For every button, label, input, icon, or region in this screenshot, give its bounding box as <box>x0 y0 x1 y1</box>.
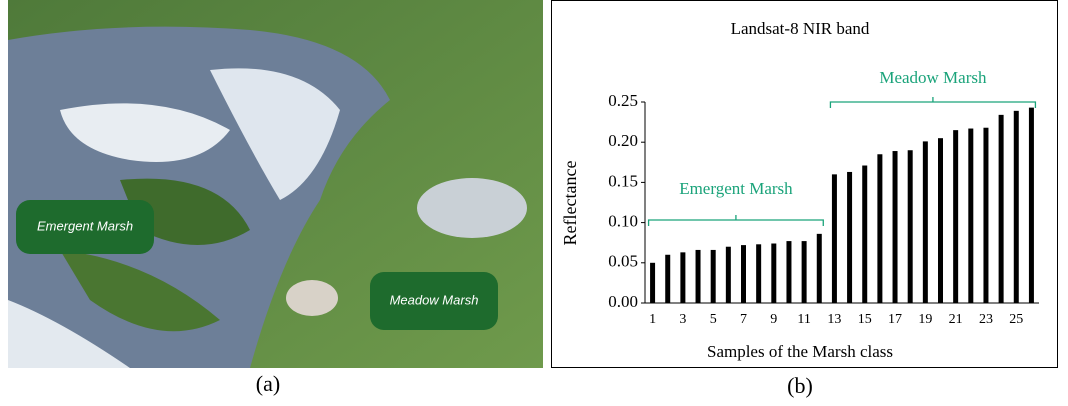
pond <box>286 280 338 316</box>
bar <box>938 138 943 303</box>
x-tick-label: 5 <box>710 312 717 327</box>
x-tick-label: 19 <box>918 312 932 327</box>
bar <box>710 249 716 303</box>
x-axis-label: Samples of the Marsh class <box>707 342 893 361</box>
glare <box>8 300 130 368</box>
bar <box>756 244 762 303</box>
y-tick-label: 0.10 <box>608 212 638 231</box>
x-tick-label: 15 <box>858 312 872 327</box>
bar <box>847 171 853 303</box>
annotation-bracket <box>647 215 824 226</box>
bar <box>998 114 1004 303</box>
x-tick-label: 1 <box>649 312 656 327</box>
y-tick-label: 0.00 <box>608 292 638 311</box>
bar <box>665 254 671 303</box>
annotation-bracket <box>829 97 1037 108</box>
photo-label: Meadow Marsh <box>390 292 479 307</box>
annotation: Meadow Marsh <box>879 68 987 87</box>
photo-label: Emergent Marsh <box>37 218 133 233</box>
caption: (b) <box>787 373 813 398</box>
bar <box>695 249 701 303</box>
y-tick-label: 0.15 <box>608 171 638 190</box>
bar <box>801 241 807 303</box>
bar <box>680 252 686 303</box>
bar <box>953 130 959 303</box>
bar <box>725 246 731 303</box>
chart-frame <box>551 0 1058 368</box>
x-tick-label: 21 <box>949 312 963 327</box>
x-tick-label: 11 <box>797 312 810 327</box>
caption: (a) <box>256 371 280 396</box>
y-tick-label: 0.05 <box>608 252 638 271</box>
bar <box>922 141 928 303</box>
bar <box>816 233 822 303</box>
bar <box>741 245 746 303</box>
x-tick-label: 13 <box>827 312 841 327</box>
bar <box>892 151 898 303</box>
y-tick-label: 0.25 <box>608 91 638 110</box>
bar <box>862 165 868 303</box>
x-tick-label: 3 <box>679 312 686 327</box>
glare <box>210 68 340 200</box>
bar <box>877 154 883 303</box>
y-axis-label: Reflectance <box>560 161 580 246</box>
x-tick-label: 7 <box>740 312 747 327</box>
pond <box>417 178 527 238</box>
bar <box>786 241 792 303</box>
chart-title: Landsat-8 NIR band <box>731 19 870 38</box>
bar <box>1013 110 1019 304</box>
x-tick-label: 9 <box>770 312 777 327</box>
y-tick-label: 0.20 <box>608 131 638 150</box>
x-tick-label: 17 <box>888 312 902 327</box>
vegetation <box>60 250 220 332</box>
photo: Emergent Marsh Meadow Marsh <box>8 0 543 369</box>
bar <box>968 128 974 303</box>
glare <box>60 103 230 162</box>
bar <box>650 262 656 303</box>
label-box <box>370 272 498 330</box>
bar <box>831 174 837 303</box>
bar <box>1028 107 1034 304</box>
x-tick-label: 25 <box>1009 312 1023 327</box>
x-tick-label: 23 <box>979 312 993 327</box>
label-box <box>16 200 154 254</box>
bar <box>771 243 777 303</box>
annotation: Emergent Marsh <box>679 179 793 198</box>
bar <box>983 127 989 303</box>
bar <box>907 150 913 303</box>
